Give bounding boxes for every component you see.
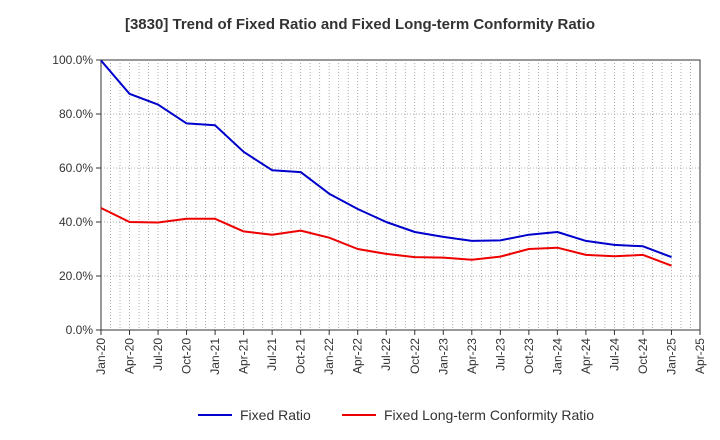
legend-label: Fixed Ratio [240,407,311,423]
y-tick-label: 80.0% [59,107,93,121]
y-tick-label: 100.0% [52,53,93,67]
x-tick-label: Jul-22 [379,338,393,371]
x-tick-label: Apr-20 [123,338,137,374]
x-tick-label: Jan-21 [208,338,222,375]
y-tick-label: 40.0% [59,215,93,229]
plot-area [100,59,701,331]
x-tick-label: Oct-24 [636,338,650,374]
series-line-fixed-ratio [100,59,672,259]
x-tick-label: Oct-23 [522,338,536,374]
x-tick-label: Jan-23 [436,338,450,375]
x-tick-label: Jul-23 [493,338,507,371]
legend-label: Fixed Long-term Conformity Ratio [384,407,594,423]
legend-fixed-ratio: Fixed Ratio [198,407,311,423]
y-tick-label: 20.0% [59,269,93,283]
x-tick-label: Jan-20 [94,338,108,375]
y-tick-label: 60.0% [59,161,93,175]
x-tick-label: Apr-23 [465,338,479,374]
x-tick-label: Jan-24 [550,338,564,375]
x-tick-label: Apr-22 [351,338,365,374]
y-tick-label: 0.0% [66,323,94,337]
chart-title: [3830] Trend of Fixed Ratio and Fixed Lo… [124,16,596,33]
x-tick-label: Apr-24 [579,338,593,374]
x-tick-label: Apr-25 [693,338,707,374]
x-tick-label: Oct-20 [180,338,194,374]
x-tick-label: Oct-22 [408,338,422,374]
series-line-fixed-long-term-conformity-ratio [100,207,672,267]
legend-fixed-long-term-conformity-ratio: Fixed Long-term Conformity Ratio [342,407,594,423]
x-tick-label: Jul-24 [607,338,621,371]
x-tick-label: Jul-20 [151,338,165,371]
x-tick-label: Jan-22 [322,338,336,375]
x-tick-label: Oct-21 [294,338,308,374]
x-tick-label: Jul-21 [265,338,279,371]
x-tick-label: Apr-21 [237,338,251,374]
x-tick-label: Jan-25 [664,338,678,375]
